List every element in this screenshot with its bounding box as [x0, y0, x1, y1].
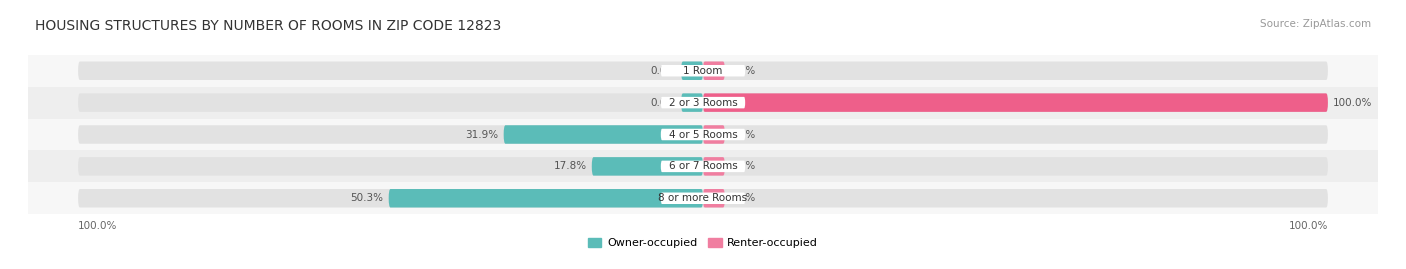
Text: HOUSING STRUCTURES BY NUMBER OF ROOMS IN ZIP CODE 12823: HOUSING STRUCTURES BY NUMBER OF ROOMS IN… — [35, 19, 502, 33]
Text: 100.0%: 100.0% — [1288, 221, 1327, 231]
FancyBboxPatch shape — [661, 97, 745, 108]
Text: 2 or 3 Rooms: 2 or 3 Rooms — [669, 98, 737, 108]
Text: 4 or 5 Rooms: 4 or 5 Rooms — [669, 129, 737, 140]
Legend: Owner-occupied, Renter-occupied: Owner-occupied, Renter-occupied — [583, 233, 823, 253]
Text: 0.0%: 0.0% — [650, 66, 676, 76]
Text: 0.0%: 0.0% — [730, 193, 756, 203]
Text: 100.0%: 100.0% — [1333, 98, 1372, 108]
FancyBboxPatch shape — [79, 125, 1327, 144]
Text: 100.0%: 100.0% — [79, 221, 118, 231]
FancyBboxPatch shape — [681, 62, 703, 80]
FancyBboxPatch shape — [503, 125, 703, 144]
Text: 6 or 7 Rooms: 6 or 7 Rooms — [669, 161, 737, 171]
Text: 0.0%: 0.0% — [730, 66, 756, 76]
FancyBboxPatch shape — [79, 189, 1327, 207]
Text: 0.0%: 0.0% — [650, 98, 676, 108]
FancyBboxPatch shape — [592, 157, 703, 176]
Text: 1 Room: 1 Room — [683, 66, 723, 76]
FancyBboxPatch shape — [681, 93, 703, 112]
FancyBboxPatch shape — [79, 93, 1327, 112]
Text: 50.3%: 50.3% — [350, 193, 384, 203]
Text: Source: ZipAtlas.com: Source: ZipAtlas.com — [1260, 19, 1371, 29]
FancyBboxPatch shape — [703, 93, 1327, 112]
Text: 17.8%: 17.8% — [554, 161, 586, 171]
FancyBboxPatch shape — [661, 129, 745, 140]
Bar — [28, 150, 1378, 182]
FancyBboxPatch shape — [703, 62, 725, 80]
FancyBboxPatch shape — [79, 62, 1327, 80]
Bar — [28, 55, 1378, 87]
FancyBboxPatch shape — [703, 189, 725, 207]
FancyBboxPatch shape — [703, 157, 725, 176]
Text: 0.0%: 0.0% — [730, 129, 756, 140]
Bar — [28, 182, 1378, 214]
Bar — [28, 119, 1378, 150]
Text: 0.0%: 0.0% — [730, 161, 756, 171]
FancyBboxPatch shape — [661, 65, 745, 76]
FancyBboxPatch shape — [388, 189, 703, 207]
Text: 8 or more Rooms: 8 or more Rooms — [658, 193, 748, 203]
FancyBboxPatch shape — [79, 157, 1327, 176]
FancyBboxPatch shape — [661, 193, 745, 204]
FancyBboxPatch shape — [703, 125, 725, 144]
FancyBboxPatch shape — [661, 161, 745, 172]
Bar — [28, 87, 1378, 119]
Text: 31.9%: 31.9% — [465, 129, 499, 140]
